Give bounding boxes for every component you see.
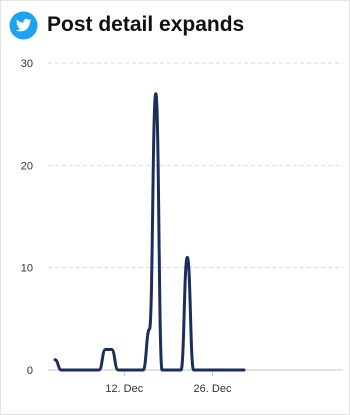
x-tick-label: 12. Dec [105,383,143,395]
y-tick-label: 0 [27,365,33,377]
chart-title: Post detail expands [47,13,245,36]
y-tick-label: 10 [21,263,33,275]
series-line-0 [53,92,246,372]
y-tick-label: 30 [21,58,33,70]
y-tick-label: 20 [21,160,33,172]
twitter-bird-icon [9,10,38,40]
chart-header: Post detail expands [9,10,244,40]
x-tick-label: 26. Dec [194,383,232,395]
